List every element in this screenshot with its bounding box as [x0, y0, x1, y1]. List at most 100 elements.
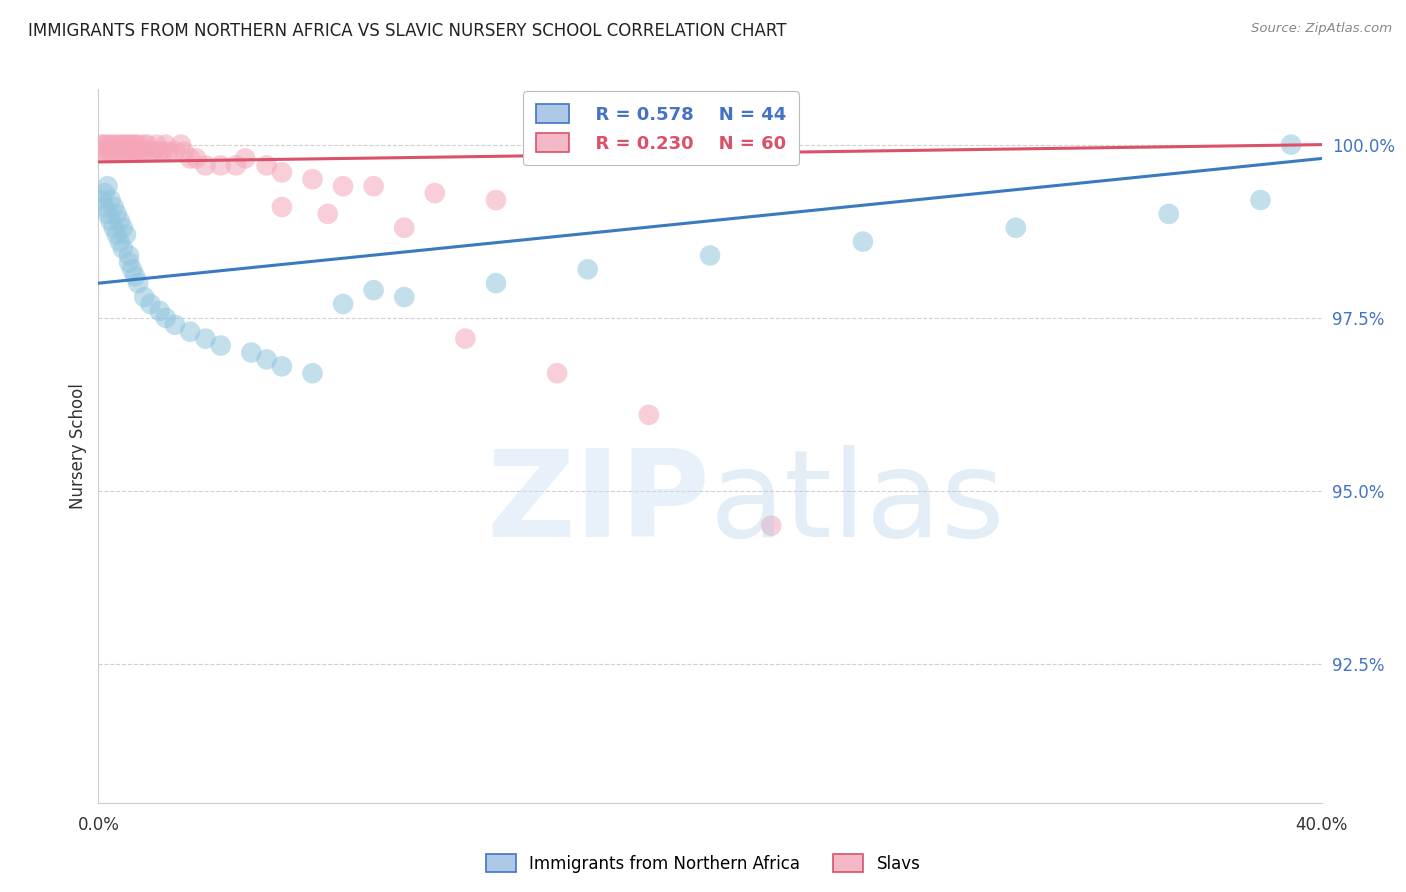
Point: [256, 352, 278, 367]
Legend:   R = 0.578    N = 44,   R = 0.230    N = 60: R = 0.578 N = 44, R = 0.230 N = 60: [523, 91, 799, 165]
Point: [124, 269, 146, 284]
Point: [256, 158, 278, 172]
Point: [111, 220, 134, 235]
Point: [103, 145, 125, 159]
Point: [145, 137, 167, 152]
Point: [270, 200, 292, 214]
Point: [97, 179, 120, 194]
Point: [108, 137, 131, 152]
Text: atlas: atlas: [710, 444, 1005, 562]
Point: [270, 359, 292, 374]
Point: [93, 137, 115, 152]
Point: [127, 276, 149, 290]
Point: [332, 297, 354, 311]
Point: [363, 179, 385, 194]
Point: [139, 145, 162, 159]
Point: [392, 220, 416, 235]
Point: [97, 207, 120, 221]
Point: [179, 152, 201, 166]
Point: [97, 145, 120, 159]
Point: [118, 248, 141, 262]
Point: [134, 290, 156, 304]
Point: [225, 158, 247, 172]
Point: [637, 408, 661, 422]
Point: [142, 145, 165, 159]
Y-axis label: Nursery School: Nursery School: [69, 383, 87, 509]
Point: [115, 137, 138, 152]
Point: [108, 235, 131, 249]
Point: [118, 145, 141, 159]
Text: ZIP: ZIP: [486, 444, 710, 562]
Point: [136, 137, 159, 152]
Point: [118, 137, 141, 152]
Point: [1004, 220, 1026, 235]
Point: [90, 193, 112, 207]
Point: [163, 318, 186, 332]
Point: [121, 137, 143, 152]
Point: [173, 145, 195, 159]
Point: [423, 186, 446, 201]
Point: [209, 158, 232, 172]
Point: [105, 137, 128, 152]
Point: [1157, 207, 1180, 221]
Point: [105, 207, 128, 221]
Point: [127, 137, 149, 152]
Point: [155, 310, 177, 325]
Point: [157, 145, 180, 159]
Point: [186, 152, 208, 166]
Point: [139, 297, 162, 311]
Point: [111, 137, 134, 152]
Point: [103, 200, 125, 214]
Point: [699, 248, 721, 262]
Point: [1249, 193, 1271, 207]
Point: [179, 325, 201, 339]
Point: [108, 145, 131, 159]
Point: [118, 255, 141, 269]
Point: [301, 366, 323, 380]
Point: [115, 227, 138, 242]
Point: [332, 179, 354, 194]
Point: [93, 186, 115, 201]
Point: [209, 338, 232, 352]
Point: [270, 165, 292, 179]
Point: [194, 332, 217, 346]
Point: [121, 145, 143, 159]
Point: [100, 145, 122, 159]
Point: [103, 220, 125, 235]
Point: [100, 214, 122, 228]
Point: [301, 172, 323, 186]
Point: [240, 345, 263, 359]
Point: [93, 145, 115, 159]
Point: [124, 145, 146, 159]
Text: IMMIGRANTS FROM NORTHERN AFRICA VS SLAVIC NURSERY SCHOOL CORRELATION CHART: IMMIGRANTS FROM NORTHERN AFRICA VS SLAVI…: [28, 22, 786, 40]
Text: Source: ZipAtlas.com: Source: ZipAtlas.com: [1251, 22, 1392, 36]
Point: [149, 304, 172, 318]
Point: [152, 145, 174, 159]
Point: [155, 137, 177, 152]
Point: [363, 283, 385, 297]
Point: [546, 366, 568, 380]
Point: [485, 193, 508, 207]
Point: [759, 518, 782, 533]
Point: [316, 207, 339, 221]
Point: [134, 145, 156, 159]
Point: [127, 145, 149, 159]
Point: [149, 145, 172, 159]
Point: [454, 332, 477, 346]
Point: [105, 227, 128, 242]
Point: [392, 290, 416, 304]
Point: [111, 145, 134, 159]
Point: [111, 242, 134, 256]
Point: [1279, 137, 1302, 152]
Point: [90, 145, 112, 159]
Point: [100, 137, 122, 152]
Point: [852, 235, 875, 249]
Point: [170, 137, 193, 152]
Point: [485, 276, 508, 290]
Point: [576, 262, 599, 277]
Point: [134, 137, 156, 152]
Point: [103, 137, 125, 152]
Point: [163, 145, 186, 159]
Point: [194, 158, 217, 172]
Point: [115, 145, 138, 159]
